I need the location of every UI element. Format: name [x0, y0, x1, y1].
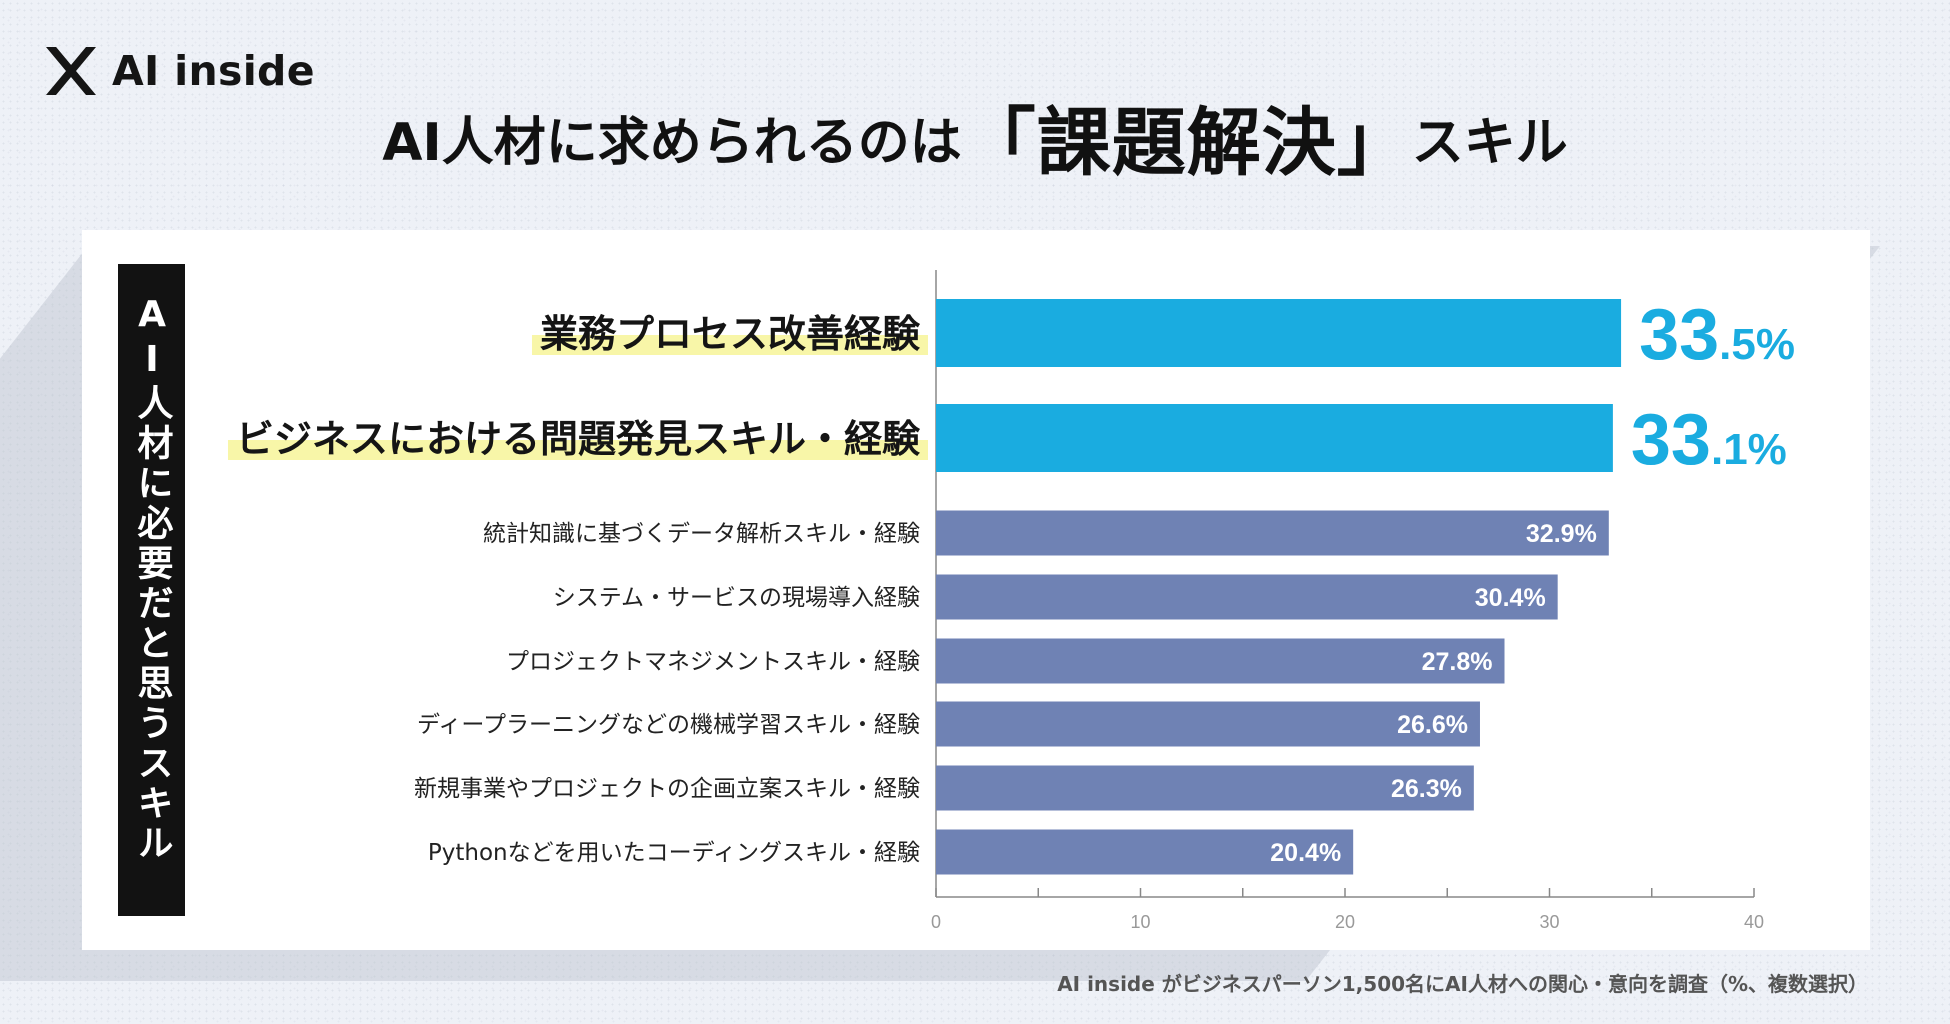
side-label-text: AI人材に必要だと思うスキル	[131, 294, 173, 864]
title-emphasis: 「課題解決」	[961, 100, 1412, 186]
side-label-box: AI人材に必要だと思うスキル	[118, 264, 185, 916]
survey-note: AI inside がビジネスパーソン1,500名にAI人材への関心・意向を調査…	[1057, 972, 1868, 996]
brand-logo: AI inside	[42, 42, 315, 100]
brand-name: AI inside	[112, 47, 315, 95]
title-prefix: AI人材に求められるのは	[382, 113, 962, 173]
title-suffix: スキル	[1411, 113, 1568, 173]
page-title: AI人材に求められるのは「課題解決」スキル	[0, 106, 1950, 180]
ai-inside-x-mark-icon	[46, 47, 96, 95]
chart-card	[82, 230, 1870, 950]
